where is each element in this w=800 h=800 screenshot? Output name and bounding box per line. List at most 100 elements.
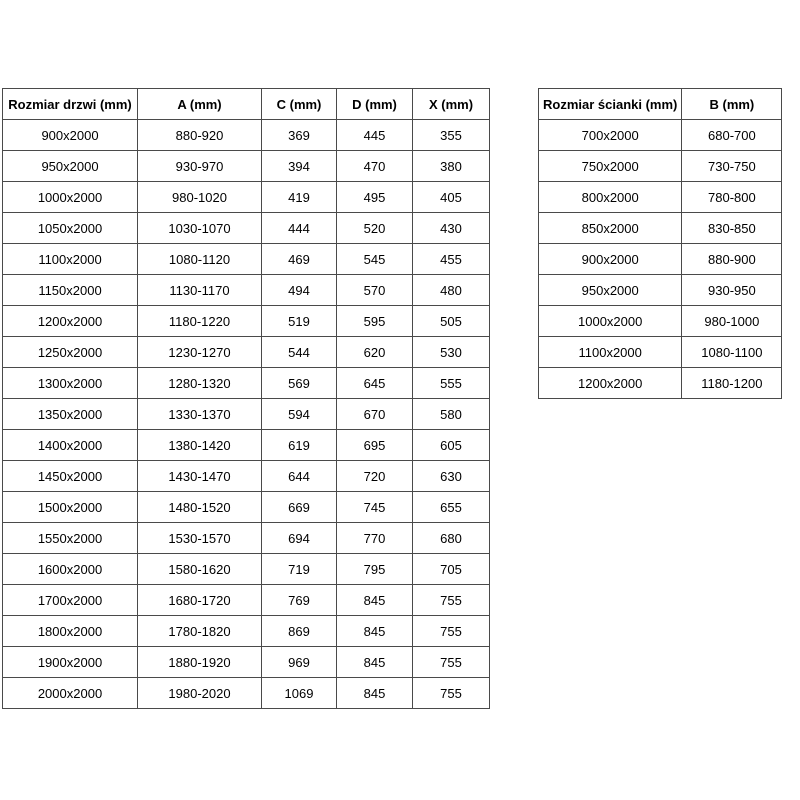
table-cell: 555: [412, 367, 490, 399]
table-cell: 1430-1470: [137, 460, 262, 492]
table-cell: 695: [336, 429, 413, 461]
table-cell: 755: [412, 615, 490, 647]
table-cell: 1350x2000: [2, 398, 138, 430]
table-cell: 1030-1070: [137, 212, 262, 244]
table-cell: 1500x2000: [2, 491, 138, 523]
table-cell: 1480-1520: [137, 491, 262, 523]
wall-size-table: Rozmiar ścianki (mm) B (mm) 700x2000 680…: [537, 88, 783, 399]
table-cell: 720: [336, 460, 413, 492]
table-cell: 495: [336, 181, 413, 213]
table-row: 1200x2000 1180-1200: [537, 367, 783, 399]
table-cell: 1380-1420: [137, 429, 262, 461]
column-header: B (mm): [681, 88, 783, 120]
table-cell: 620: [336, 336, 413, 368]
table-cell: 719: [261, 553, 337, 585]
table-cell: 1080-1120: [137, 243, 262, 275]
table-row: 1250x2000 1230-1270 544 620 530: [2, 336, 490, 368]
table-cell: 355: [412, 119, 490, 151]
table-cell: 644: [261, 460, 337, 492]
table-cell: 700x2000: [537, 119, 683, 151]
column-header: C (mm): [261, 88, 337, 120]
table-cell: 680-700: [681, 119, 783, 151]
table-cell: 1330-1370: [137, 398, 262, 430]
table-row: 1550x2000 1530-1570 694 770 680: [2, 522, 490, 554]
table-cell: 845: [336, 584, 413, 616]
table-row: 1900x2000 1880-1920 969 845 755: [2, 646, 490, 678]
table-cell: 1580-1620: [137, 553, 262, 585]
table-cell: 545: [336, 243, 413, 275]
table-cell: 1000x2000: [2, 181, 138, 213]
table-cell: 770: [336, 522, 413, 554]
column-header: D (mm): [336, 88, 413, 120]
table-cell: 900x2000: [2, 119, 138, 151]
table-row: 850x2000 830-850: [537, 212, 783, 244]
table-cell: 800x2000: [537, 181, 683, 213]
table-row: 750x2000 730-750: [537, 150, 783, 182]
table-cell: 605: [412, 429, 490, 461]
door-table-header-row: Rozmiar drzwi (mm) A (mm) C (mm) D (mm) …: [2, 88, 490, 120]
table-cell: 1530-1570: [137, 522, 262, 554]
table-cell: 930-970: [137, 150, 262, 182]
table-cell: 1900x2000: [2, 646, 138, 678]
table-row: 950x2000 930-970 394 470 380: [2, 150, 490, 182]
table-cell: 769: [261, 584, 337, 616]
table-cell: 519: [261, 305, 337, 337]
table-row: 900x2000 880-900: [537, 243, 783, 275]
table-cell: 869: [261, 615, 337, 647]
table-cell: 750x2000: [537, 150, 683, 182]
table-cell: 1550x2000: [2, 522, 138, 554]
table-cell: 1280-1320: [137, 367, 262, 399]
table-cell: 655: [412, 491, 490, 523]
table-row: 1400x2000 1380-1420 619 695 605: [2, 429, 490, 461]
table-cell: 419: [261, 181, 337, 213]
table-cell: 1800x2000: [2, 615, 138, 647]
table-cell: 880-920: [137, 119, 262, 151]
table-cell: 694: [261, 522, 337, 554]
table-cell: 1980-2020: [137, 677, 262, 709]
table-cell: 494: [261, 274, 337, 306]
column-header: Rozmiar ścianki (mm): [537, 88, 683, 120]
table-cell: 880-900: [681, 243, 783, 275]
table-cell: 669: [261, 491, 337, 523]
table-row: 1100x2000 1080-1120 469 545 455: [2, 243, 490, 275]
table-row: 1600x2000 1580-1620 719 795 705: [2, 553, 490, 585]
table-cell: 730-750: [681, 150, 783, 182]
table-cell: 1130-1170: [137, 274, 262, 306]
table-row: 1800x2000 1780-1820 869 845 755: [2, 615, 490, 647]
table-cell: 1600x2000: [2, 553, 138, 585]
table-cell: 780-800: [681, 181, 783, 213]
table-row: 900x2000 880-920 369 445 355: [2, 119, 490, 151]
table-row: 1100x2000 1080-1100: [537, 336, 783, 368]
table-cell: 1880-1920: [137, 646, 262, 678]
table-cell: 1780-1820: [137, 615, 262, 647]
table-cell: 445: [336, 119, 413, 151]
table-row: 1350x2000 1330-1370 594 670 580: [2, 398, 490, 430]
table-cell: 1400x2000: [2, 429, 138, 461]
table-row: 800x2000 780-800: [537, 181, 783, 213]
table-cell: 645: [336, 367, 413, 399]
table-cell: 505: [412, 305, 490, 337]
table-cell: 670: [336, 398, 413, 430]
table-cell: 1080-1100: [681, 336, 783, 368]
table-cell: 1180-1220: [137, 305, 262, 337]
table-cell: 755: [412, 677, 490, 709]
table-cell: 1200x2000: [2, 305, 138, 337]
table-cell: 630: [412, 460, 490, 492]
table-cell: 2000x2000: [2, 677, 138, 709]
table-cell: 544: [261, 336, 337, 368]
table-cell: 1200x2000: [537, 367, 683, 399]
table-cell: 1250x2000: [2, 336, 138, 368]
table-cell: 900x2000: [537, 243, 683, 275]
table-row: 1700x2000 1680-1720 769 845 755: [2, 584, 490, 616]
table-cell: 470: [336, 150, 413, 182]
table-cell: 950x2000: [537, 274, 683, 306]
table-cell: 1100x2000: [537, 336, 683, 368]
table-row: 2000x2000 1980-2020 1069 845 755: [2, 677, 490, 709]
table-cell: 405: [412, 181, 490, 213]
table-row: 1050x2000 1030-1070 444 520 430: [2, 212, 490, 244]
table-cell: 469: [261, 243, 337, 275]
table-row: 1500x2000 1480-1520 669 745 655: [2, 491, 490, 523]
table-cell: 380: [412, 150, 490, 182]
table-cell: 580: [412, 398, 490, 430]
table-cell: 569: [261, 367, 337, 399]
